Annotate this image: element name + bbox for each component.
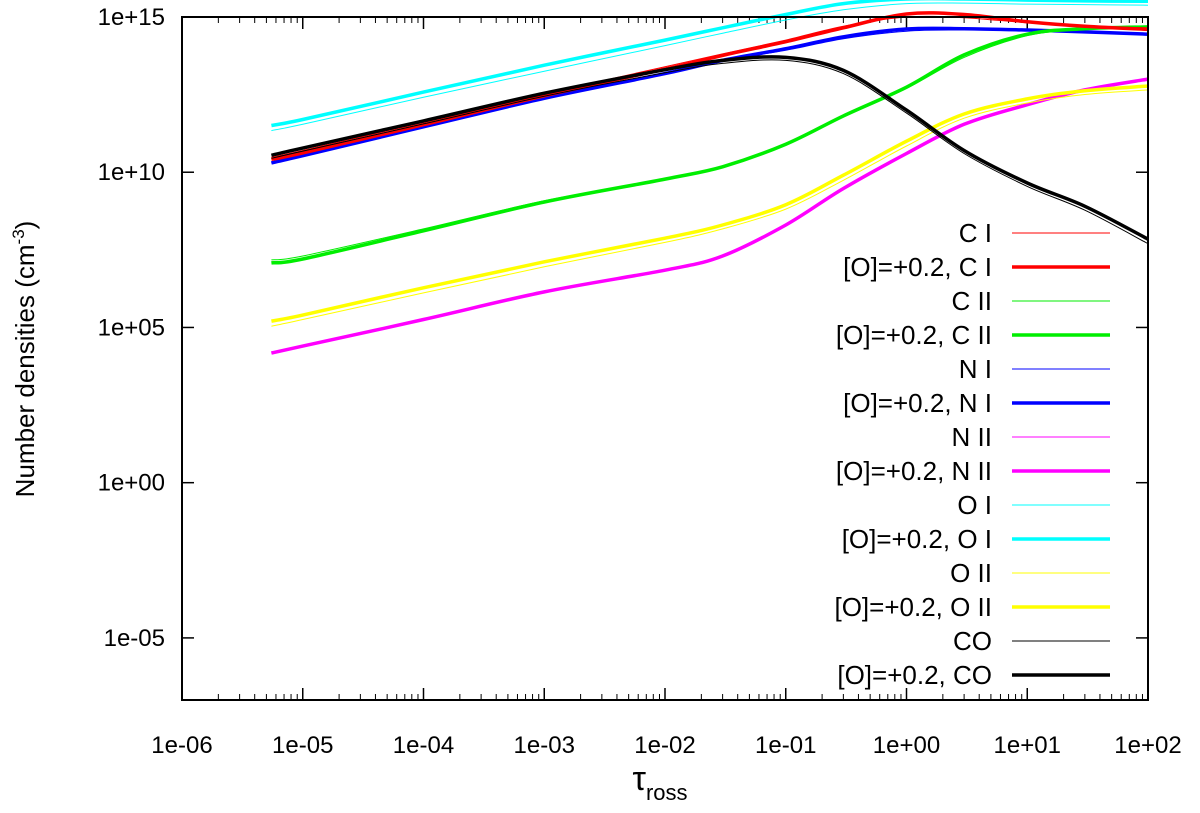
x-tick-labels: 1e-06 1e-05 1e-04 1e-03 1e-02 1e-01 1e+00 1e+01… xyxy=(151,732,1181,759)
series-line-o-enh-o-i xyxy=(271,0,1149,128)
series-line-n-ii xyxy=(271,78,1149,354)
legend-label-o-ii: O II xyxy=(950,558,992,588)
legend-label-o-enh-n-i: [O]=+0.2, N I xyxy=(843,388,992,418)
legend-label-o-i: O I xyxy=(957,490,992,520)
legend-label-c-i: C I xyxy=(959,218,992,248)
x-tick-label: 1e+01 xyxy=(994,732,1061,759)
legend-label-c-ii: C II xyxy=(952,286,992,316)
legend-label-o-enh-co: [O]=+0.2, CO xyxy=(837,660,992,690)
y-axis-title-end: ) xyxy=(10,221,40,230)
series-line-o-enh-c-ii xyxy=(271,25,1149,265)
y-tick-label: 1e+05 xyxy=(98,314,165,341)
plot-frame xyxy=(181,16,1149,701)
series-line-o-enh-co xyxy=(271,55,1149,241)
y-axis-title-main: Number densities (cm xyxy=(10,244,40,497)
y-tick-labels: 1e-05 1e+00 1e+05 1e+10 1e+15 xyxy=(98,4,165,652)
x-tick-label: 1e+00 xyxy=(873,732,940,759)
series-line-o-ii xyxy=(271,89,1149,327)
x-axis-title-sub: ross xyxy=(646,780,688,805)
legend-label-n-i: N I xyxy=(959,354,992,384)
series-line-o-enh-n-ii xyxy=(271,77,1149,355)
x-tick-label: 1e+02 xyxy=(1114,732,1181,759)
x-tick-label: 1e-03 xyxy=(514,732,575,759)
y-tick-label: 1e+15 xyxy=(98,4,165,31)
x-axis-title: τross xyxy=(633,760,688,805)
x-tick-label: 1e-06 xyxy=(151,732,212,759)
legend-label-co: CO xyxy=(953,626,992,656)
series-line-co xyxy=(271,59,1149,245)
series-line-o-i xyxy=(271,2,1149,132)
legend-label-o-enh-c-ii: [O]=+0.2, C II xyxy=(836,320,992,350)
x-axis-title-main: τ xyxy=(633,760,647,798)
y-tick-label: 1e+00 xyxy=(98,470,165,497)
x-tick-label: 1e-02 xyxy=(634,732,695,759)
legend-label-o-enh-c-i: [O]=+0.2, C I xyxy=(843,252,992,282)
legend-label-n-ii: N II xyxy=(952,422,992,452)
series-line-o-enh-n-i xyxy=(271,26,1149,165)
legend-label-o-enh-n-ii: [O]=+0.2, N II xyxy=(836,456,992,486)
y-tick-label: 1e+10 xyxy=(98,159,165,186)
x-tick-label: 1e-04 xyxy=(393,732,454,759)
y-tick-label: 1e-05 xyxy=(104,625,165,652)
axis-ticks xyxy=(181,16,1149,700)
y-axis-title: Number densities (cm-3) xyxy=(9,221,40,498)
series-line-o-enh-c-i xyxy=(271,11,1149,162)
legend-label-o-enh-o-i: [O]=+0.2, O I xyxy=(842,524,992,554)
y-axis-title-sup: -3 xyxy=(9,229,28,244)
legend: C I [O]=+0.2, C I C II [O]=+0.2, C II N I [O]… xyxy=(834,218,1110,690)
series-lines xyxy=(271,0,1149,355)
x-tick-label: 1e-05 xyxy=(272,732,333,759)
legend-label-o-enh-o-ii: [O]=+0.2, O II xyxy=(834,592,992,622)
series-line-o-enh-o-ii xyxy=(271,84,1149,323)
x-tick-label: 1e-01 xyxy=(755,732,816,759)
